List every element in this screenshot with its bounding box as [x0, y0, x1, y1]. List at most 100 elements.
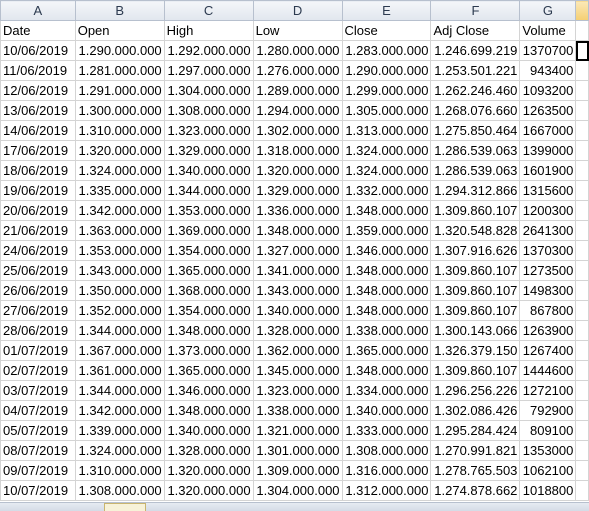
- cell[interactable]: 19/06/2019: [0, 180, 76, 201]
- cell[interactable]: [575, 240, 589, 261]
- cell[interactable]: 09/07/2019: [0, 460, 76, 481]
- cell[interactable]: [575, 360, 589, 381]
- cell[interactable]: [575, 200, 589, 221]
- cell[interactable]: 1.336.000.000: [252, 200, 343, 221]
- cell[interactable]: 10/07/2019: [0, 480, 76, 501]
- cell[interactable]: 05/07/2019: [0, 420, 76, 441]
- cell[interactable]: [575, 120, 589, 141]
- cell[interactable]: 1.310.000.000: [74, 460, 165, 481]
- cell[interactable]: 12/06/2019: [0, 80, 76, 101]
- cell[interactable]: [575, 160, 589, 181]
- cell[interactable]: 1.335.000.000: [74, 180, 165, 201]
- cell[interactable]: 1.362.000.000: [252, 340, 343, 361]
- cell[interactable]: 03/07/2019: [0, 380, 76, 401]
- cell[interactable]: 1.309.860.107: [430, 280, 521, 301]
- cell[interactable]: [575, 300, 589, 321]
- cell[interactable]: 2641300: [519, 220, 577, 241]
- cell[interactable]: 27/06/2019: [0, 300, 76, 321]
- cell[interactable]: 1.320.548.828: [430, 220, 521, 241]
- cell[interactable]: 1.302.086.426: [430, 400, 521, 421]
- cell[interactable]: 26/06/2019: [0, 280, 76, 301]
- cell[interactable]: [575, 60, 589, 81]
- cell[interactable]: 1.354.000.000: [163, 300, 254, 321]
- cell[interactable]: Adj Close: [430, 20, 521, 41]
- cell[interactable]: 1.318.000.000: [252, 140, 343, 161]
- cell[interactable]: 1.309.860.107: [430, 360, 521, 381]
- cell[interactable]: 1.262.246.460: [430, 80, 521, 101]
- cell[interactable]: 01/07/2019: [0, 340, 76, 361]
- cell[interactable]: 1.339.000.000: [74, 420, 165, 441]
- cell[interactable]: 1.304.000.000: [252, 480, 343, 501]
- cell[interactable]: 1.301.000.000: [252, 440, 343, 461]
- cell[interactable]: 1.296.256.226: [430, 380, 521, 401]
- cell[interactable]: 1.295.284.424: [430, 420, 521, 441]
- cell[interactable]: 1353000: [519, 440, 577, 461]
- column-header-d[interactable]: D: [252, 0, 343, 21]
- sheet-tab[interactable]: [104, 503, 146, 511]
- cell[interactable]: 1601900: [519, 160, 577, 181]
- cell[interactable]: 1.353.000.000: [74, 240, 165, 261]
- cell[interactable]: 1.280.000.000: [252, 40, 343, 61]
- cell[interactable]: 1.338.000.000: [341, 320, 432, 341]
- cell[interactable]: 1.363.000.000: [74, 220, 165, 241]
- cell[interactable]: [575, 480, 589, 501]
- cell[interactable]: 1.359.000.000: [341, 220, 432, 241]
- cell[interactable]: 1.361.000.000: [74, 360, 165, 381]
- cell[interactable]: 21/06/2019: [0, 220, 76, 241]
- column-header-e[interactable]: E: [341, 0, 432, 21]
- cell[interactable]: 1.340.000.000: [252, 300, 343, 321]
- cell[interactable]: 20/06/2019: [0, 200, 76, 221]
- cell[interactable]: 1.344.000.000: [74, 380, 165, 401]
- cell[interactable]: 1.342.000.000: [74, 200, 165, 221]
- cell[interactable]: 1.348.000.000: [341, 300, 432, 321]
- cell[interactable]: 1.307.916.626: [430, 240, 521, 261]
- cell[interactable]: 1.294.000.000: [252, 100, 343, 121]
- cell[interactable]: 1.324.000.000: [74, 160, 165, 181]
- cell[interactable]: 1.276.000.000: [252, 60, 343, 81]
- cell[interactable]: 1498300: [519, 280, 577, 301]
- cell[interactable]: 13/06/2019: [0, 100, 76, 121]
- cell[interactable]: [575, 440, 589, 461]
- cell[interactable]: 1.323.000.000: [252, 380, 343, 401]
- cell[interactable]: Open: [74, 20, 165, 41]
- cell[interactable]: 1.340.000.000: [341, 400, 432, 421]
- cell[interactable]: 1399000: [519, 140, 577, 161]
- cell[interactable]: 1018800: [519, 480, 577, 501]
- cell[interactable]: 1.302.000.000: [252, 120, 343, 141]
- cell[interactable]: 1.305.000.000: [341, 100, 432, 121]
- cell[interactable]: 1.369.000.000: [163, 220, 254, 241]
- cell[interactable]: 17/06/2019: [0, 140, 76, 161]
- cell[interactable]: 1.321.000.000: [252, 420, 343, 441]
- cell[interactable]: 1.286.539.063: [430, 140, 521, 161]
- cell[interactable]: 1.313.000.000: [341, 120, 432, 141]
- cell[interactable]: 1.320.000.000: [163, 480, 254, 501]
- cell[interactable]: 1.344.000.000: [74, 320, 165, 341]
- cell[interactable]: 24/06/2019: [0, 240, 76, 261]
- cell[interactable]: 1.328.000.000: [163, 440, 254, 461]
- cell[interactable]: 1062100: [519, 460, 577, 481]
- cell[interactable]: 1444600: [519, 360, 577, 381]
- cell[interactable]: 1.367.000.000: [74, 340, 165, 361]
- cell[interactable]: 1.297.000.000: [163, 60, 254, 81]
- cell[interactable]: 1.345.000.000: [252, 360, 343, 381]
- cell[interactable]: [575, 460, 589, 481]
- cell[interactable]: 1272100: [519, 380, 577, 401]
- cell[interactable]: 1.309.860.107: [430, 300, 521, 321]
- cell[interactable]: 1.268.076.660: [430, 100, 521, 121]
- cell[interactable]: 1.290.000.000: [341, 60, 432, 81]
- cell[interactable]: 1200300: [519, 200, 577, 221]
- cell[interactable]: 1.333.000.000: [341, 420, 432, 441]
- cell[interactable]: 1.278.765.503: [430, 460, 521, 481]
- column-header-f[interactable]: F: [430, 0, 521, 21]
- cell[interactable]: 1263900: [519, 320, 577, 341]
- cell[interactable]: 1093200: [519, 80, 577, 101]
- cell[interactable]: 1.309.860.107: [430, 200, 521, 221]
- cell[interactable]: 1.328.000.000: [252, 320, 343, 341]
- cell[interactable]: 1.294.312.866: [430, 180, 521, 201]
- cell[interactable]: 943400: [519, 60, 577, 81]
- cell[interactable]: Close: [341, 20, 432, 41]
- cell[interactable]: [575, 260, 589, 281]
- cell[interactable]: 1.343.000.000: [252, 280, 343, 301]
- cell[interactable]: 1.292.000.000: [163, 40, 254, 61]
- cell[interactable]: [575, 140, 589, 161]
